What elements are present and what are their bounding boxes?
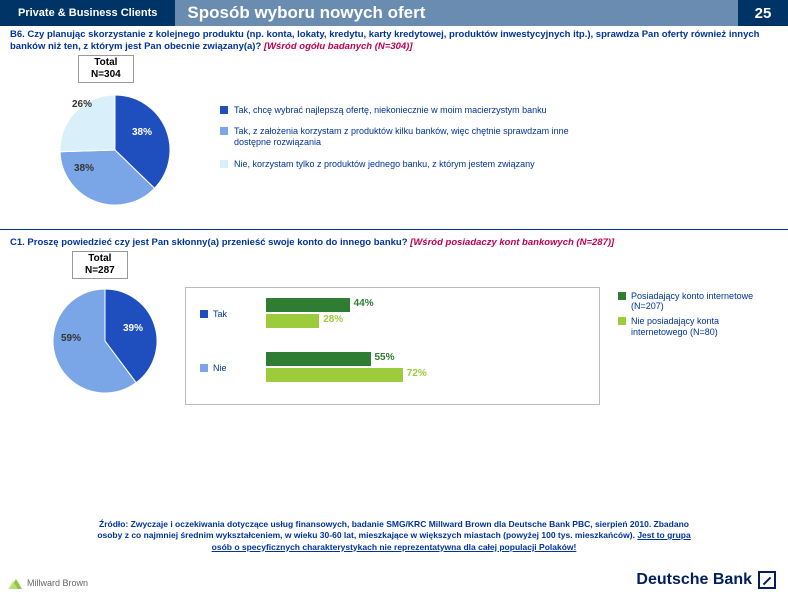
bar-pct: 55% — [375, 352, 395, 363]
db-text: Deutsche Bank — [636, 571, 752, 589]
legend-text: Nie posiadający konta internetowego (N=8… — [631, 316, 773, 338]
legend-item: Posiadający konto internetowe (N=207) — [618, 291, 773, 313]
legend-item: Tak, chcę wybrać najlepszą ofertę, nieko… — [220, 105, 580, 116]
source-note: Źródło: Zwyczaje i oczekiwania dotyczące… — [90, 519, 698, 553]
question-b6-cond: [Wśród ogółu badanych (N=304)] — [264, 41, 413, 52]
legend-swatch — [618, 292, 626, 300]
header: Private & Business Clients Sposób wyboru… — [0, 0, 788, 26]
total-box-c1: Total N=287 — [72, 251, 128, 279]
question-c1-text: C1. Proszę powiedzieć czy jest Pan skłon… — [10, 237, 408, 248]
legend-swatch — [220, 160, 228, 168]
mb-text: Millward Brown — [27, 578, 88, 588]
legend-text: Posiadający konto internetowe (N=207) — [631, 291, 773, 313]
legend-swatch — [220, 106, 228, 114]
deutsche-bank-logo: Deutsche Bank — [636, 571, 776, 589]
header-title: Sposób wyboru nowych ofert — [175, 0, 738, 26]
divider — [0, 229, 788, 230]
pie-label: 38% — [74, 163, 94, 174]
pie-chart-b6: 38% 38% 26% — [50, 85, 180, 220]
db-mark-icon — [758, 571, 776, 589]
millward-brown-logo: Millward Brown — [8, 575, 88, 591]
page-number: 25 — [738, 0, 788, 26]
legend-item: Tak, z założenia korzystam z produktów k… — [220, 126, 580, 149]
bar-group: 55% 72% — [266, 352, 589, 384]
question-b6: B6. Czy planując skorzystanie z kolejneg… — [0, 26, 788, 55]
question-c1-cond: [Wśród posiadaczy kont bankowych (N=287)… — [410, 237, 614, 248]
bar: 28% — [266, 314, 589, 328]
bar: 55% — [266, 352, 589, 366]
total-n: N=287 — [85, 265, 115, 277]
legend-text: Tak, chcę wybrać najlepszą ofertę, nieko… — [234, 105, 547, 116]
source-line1: Źródło: Zwyczaje i oczekiwania dotyczące… — [97, 519, 689, 540]
total-label: Total — [91, 57, 121, 69]
bar-fill — [266, 352, 371, 366]
question-c1: C1. Proszę powiedzieć czy jest Pan skłon… — [0, 234, 788, 251]
bar-group: 44% 28% — [266, 298, 589, 330]
bar-row-label: Nie — [196, 363, 266, 373]
legend-swatch — [220, 127, 228, 135]
bar: 44% — [266, 298, 589, 312]
total-label: Total — [85, 253, 115, 265]
bar-fill — [266, 368, 403, 382]
legend-b6: Tak, chcę wybrać najlepszą ofertę, nieko… — [220, 105, 580, 180]
pie-label: 59% — [61, 333, 81, 344]
legend-swatch — [200, 364, 208, 372]
bar-pct: 72% — [407, 368, 427, 379]
pie-chart-c1: 39% 59% — [45, 281, 165, 406]
pie-label: 38% — [132, 127, 152, 138]
bar-fill — [266, 314, 319, 328]
bar-row: Tak 44% 28% — [196, 294, 589, 334]
section-c1: Total N=287 39% 59% Tak 44% 28% Nie 55% 72% Po… — [0, 251, 788, 411]
bar: 72% — [266, 368, 589, 382]
section-b6: Total N=304 38% 38% 26% Tak, chcę wybrać n… — [0, 55, 788, 225]
total-box-b6: Total N=304 — [78, 55, 134, 83]
pie-label: 39% — [123, 323, 143, 334]
header-left: Private & Business Clients — [0, 0, 175, 26]
pie-label: 26% — [72, 99, 92, 110]
legend-text: Tak, z założenia korzystam z produktów k… — [234, 126, 580, 149]
legend-c1: Posiadający konto internetowe (N=207) Nie… — [618, 291, 773, 342]
total-n: N=304 — [91, 69, 121, 81]
legend-text: Nie, korzystam tylko z produktów jednego… — [234, 159, 535, 170]
bar-pct: 28% — [323, 314, 343, 325]
legend-swatch — [618, 317, 626, 325]
bar-pct: 44% — [354, 298, 374, 309]
bar-row-label: Tak — [196, 309, 266, 319]
legend-swatch — [200, 310, 208, 318]
bar-chart-c1: Tak 44% 28% Nie 55% 72% — [185, 287, 600, 405]
bar-row: Nie 55% 72% — [196, 348, 589, 388]
mb-icon — [8, 575, 24, 591]
legend-item: Nie, korzystam tylko z produktów jednego… — [220, 159, 580, 170]
bar-fill — [266, 298, 350, 312]
legend-item: Nie posiadający konta internetowego (N=8… — [618, 316, 773, 338]
